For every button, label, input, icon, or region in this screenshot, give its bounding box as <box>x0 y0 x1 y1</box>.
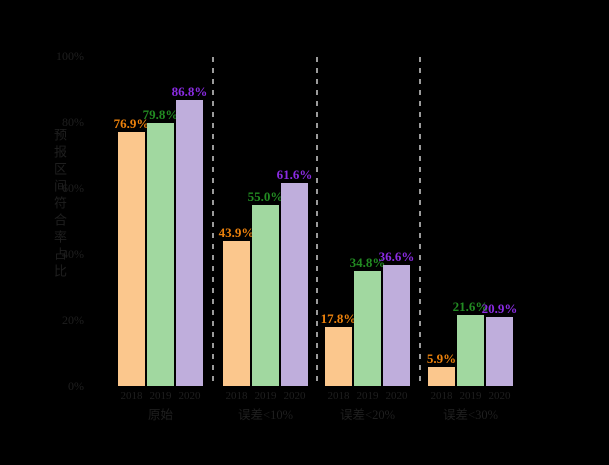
y-tick-label: 40% <box>62 247 84 261</box>
category-label: 误差<20% <box>340 408 395 422</box>
bar <box>252 204 279 386</box>
bar-value-label: 55.0% <box>247 188 284 204</box>
x-tick-label: 2018 <box>327 390 350 402</box>
y-tick-label: 100% <box>56 49 84 63</box>
bar <box>486 317 513 386</box>
bar <box>147 122 174 386</box>
y-tick-label: 80% <box>62 115 84 129</box>
bar <box>457 314 484 386</box>
category-label: 原始 <box>147 408 173 422</box>
x-tick-label: 2020 <box>283 390 306 402</box>
bar <box>428 366 455 386</box>
bar-value-label: 79.8% <box>142 106 179 122</box>
bar <box>325 327 352 386</box>
x-tick-label: 2019 <box>149 390 172 402</box>
bar <box>223 241 250 386</box>
bar-value-label: 43.9% <box>218 225 255 241</box>
bar-value-label: 20.9% <box>481 301 518 317</box>
bar-value-label: 17.8% <box>320 311 357 327</box>
y-tick-label: 60% <box>62 181 84 195</box>
group-separator-line <box>211 57 214 386</box>
x-tick-label: 2018 <box>120 390 143 402</box>
group-separator-line <box>315 57 318 386</box>
bar-value-label: 34.8% <box>349 255 386 271</box>
x-tick-label: 2020 <box>488 390 511 402</box>
y-tick-label: 0% <box>68 379 84 393</box>
bar <box>281 182 308 386</box>
bar-value-label: 76.9% <box>113 116 150 132</box>
bar-value-label: 86.8% <box>171 83 208 99</box>
x-tick-label: 2018 <box>225 390 248 402</box>
x-tick-label: 2019 <box>356 390 379 402</box>
bar <box>354 271 381 386</box>
bar-value-label: 36.6% <box>378 249 415 265</box>
category-label: 误差<30% <box>443 408 498 422</box>
bar-value-label: 21.6% <box>452 298 489 314</box>
bar-value-label: 5.9% <box>426 350 457 366</box>
x-tick-label: 2020 <box>178 390 201 402</box>
bar <box>118 132 145 386</box>
x-tick-label: 2020 <box>385 390 408 402</box>
x-tick-label: 2019 <box>254 390 277 402</box>
y-tick-label: 20% <box>62 313 84 327</box>
bar <box>383 265 410 386</box>
bar-value-label: 61.6% <box>276 166 313 182</box>
group-separator-line <box>418 57 421 386</box>
y-axis-title: 预报区间符合率占比 <box>52 128 67 281</box>
bar <box>176 99 203 386</box>
x-tick-label: 2018 <box>430 390 453 402</box>
category-label: 误差<10% <box>238 408 293 422</box>
x-tick-label: 2019 <box>459 390 482 402</box>
